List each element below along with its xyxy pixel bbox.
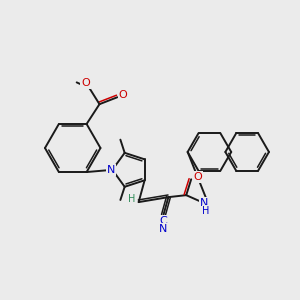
Text: O: O [119,90,128,100]
Text: N: N [200,198,208,208]
Text: O: O [194,172,203,182]
Text: N: N [159,224,168,234]
Text: C: C [160,216,167,226]
Text: H: H [128,194,135,204]
Text: O: O [81,78,90,88]
Text: H: H [202,206,210,216]
Text: N: N [107,165,116,175]
